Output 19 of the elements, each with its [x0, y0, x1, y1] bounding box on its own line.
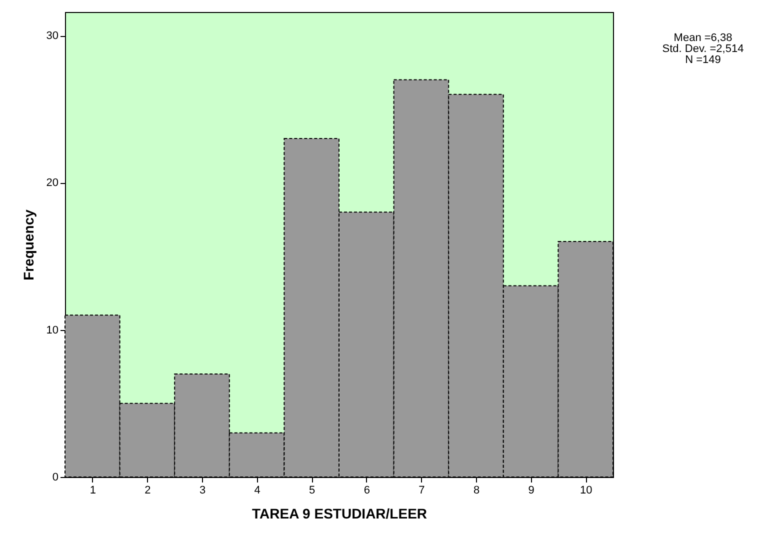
text: Std. Dev. =2,514 — [662, 43, 744, 55]
x-tick-label: 5 — [309, 484, 316, 496]
x-tick-label: 3 — [199, 484, 206, 496]
text: Mean =6,38 — [674, 32, 732, 44]
y-axis-title: Frequency — [20, 209, 36, 280]
x-tick-label: 6 — [364, 484, 370, 496]
y-tick-label: 10 — [46, 324, 58, 336]
x-tick-label: 7 — [418, 484, 425, 496]
y-tick-label: 30 — [46, 30, 58, 42]
x-tick-label: 9 — [528, 484, 534, 496]
x-axis-title: TAREA 9 ESTUDIAR/LEER — [252, 506, 428, 522]
x-tick-label: 4 — [254, 484, 260, 496]
y-tick-label: 0 — [52, 472, 58, 484]
text: N =149 — [685, 54, 721, 66]
x-tick-label: 1 — [90, 484, 96, 496]
x-tick-label: 10 — [580, 484, 592, 496]
x-tick-label: 8 — [473, 484, 480, 496]
y-tick-label: 20 — [46, 177, 58, 190]
x-tick-label: 2 — [144, 484, 151, 496]
